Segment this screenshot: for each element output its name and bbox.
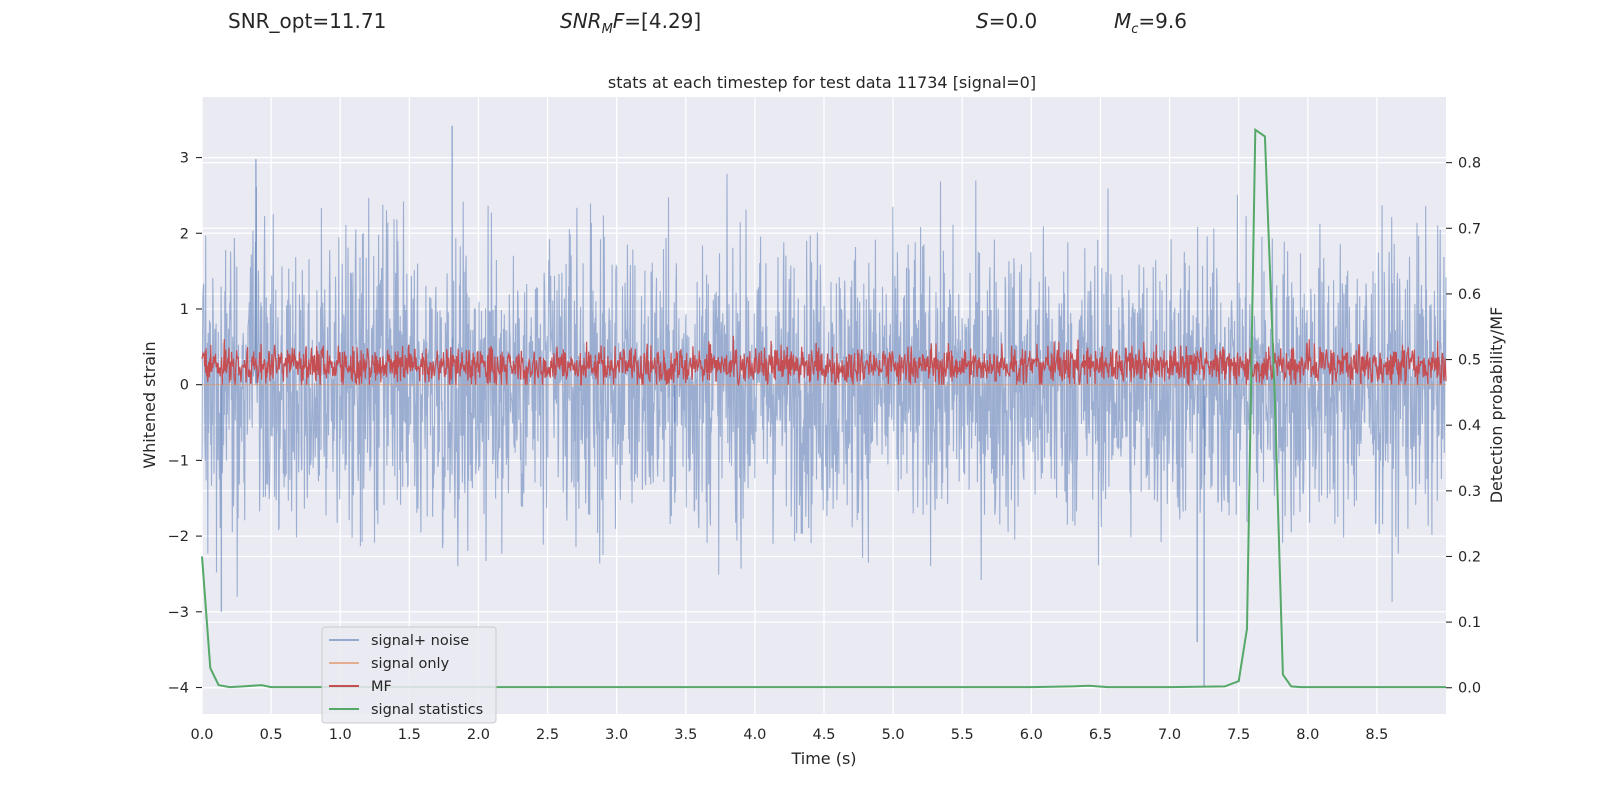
plot-series	[201, 125, 1447, 689]
x-tick-label: 5.0	[882, 727, 905, 743]
axis-ticks: 0.0 0.5 1.0 1.5 2.0 2.5 3.0 3.5 4.0 4.5 5.0 5.5 6.0 6…	[168, 151, 1481, 743]
series-mf	[201, 335, 1447, 387]
mc-label: Mc=9.6	[1114, 9, 1187, 37]
s-label: S=0.0	[976, 9, 1038, 33]
x-tick-label: 8.0	[1296, 727, 1319, 743]
legend-box	[321, 626, 497, 724]
x-tick-label: 8.5	[1365, 727, 1388, 743]
y-tick-label: 2	[180, 226, 189, 242]
legend-label-signal-noise: signal+ noise	[371, 633, 469, 649]
x-tick-label: 4.5	[812, 727, 835, 743]
y2-tick-label: 0.4	[1458, 418, 1481, 434]
y2-tick-label: 0.1	[1458, 615, 1481, 631]
x-tick-label: 2.0	[467, 727, 490, 743]
y2-tick-label: 0.8	[1458, 156, 1481, 172]
y2-tick-label: 0.3	[1458, 484, 1481, 500]
y-tick-label: −2	[168, 529, 189, 545]
y2-tick-label: 0.6	[1458, 287, 1481, 303]
snr-opt-label: SNR_opt=11.71	[228, 9, 387, 33]
y-tick-label: −3	[168, 605, 189, 621]
y-axis-label: Whitened strain	[140, 341, 159, 468]
x-tick-label: 3.0	[605, 727, 628, 743]
y-tick-label: 0	[180, 378, 189, 394]
x-tick-label: 4.0	[743, 727, 766, 743]
legend: signal+ noise signal only MF signal stat…	[321, 626, 497, 724]
x-tick-label: 0.5	[260, 727, 283, 743]
x-tick-label: 7.0	[1158, 727, 1181, 743]
legend-label-mf: MF	[371, 679, 392, 695]
x-tick-label: 0.0	[190, 727, 213, 743]
x-tick-label: 5.5	[951, 727, 974, 743]
x-tick-label: 7.5	[1227, 727, 1250, 743]
snr-mf-label: SNRMF=[4.29]	[560, 9, 702, 37]
y2-tick-label: 0.2	[1458, 549, 1481, 565]
x-tick-label: 2.5	[536, 727, 559, 743]
series-signal-noise	[201, 173, 1447, 603]
x-axis-label: Time (s)	[790, 749, 856, 768]
y-tick-label: −1	[168, 453, 189, 469]
legend-label-signal-statistics: signal statistics	[371, 702, 483, 718]
legend-label-signal-only: signal only	[371, 656, 450, 672]
y2-tick-label: 0.0	[1458, 681, 1481, 697]
x-tick-label: 1.0	[329, 727, 352, 743]
y2-tick-label: 0.7	[1458, 221, 1481, 237]
y2-axis-label: Detection probability/MF	[1487, 307, 1506, 504]
chart-title: stats at each timestep for test data 117…	[608, 73, 1036, 92]
x-tick-label: 6.5	[1089, 727, 1112, 743]
x-tick-label: 6.0	[1020, 727, 1043, 743]
y2-tick-label: 0.5	[1458, 353, 1481, 369]
x-tick-label: 1.5	[398, 727, 421, 743]
y-tick-label: 1	[180, 302, 189, 318]
series-signal-statistics	[201, 127, 1446, 689]
y-tick-label: −4	[168, 681, 189, 697]
x-tick-label: 3.5	[674, 727, 697, 743]
y-tick-label: 3	[180, 151, 189, 167]
